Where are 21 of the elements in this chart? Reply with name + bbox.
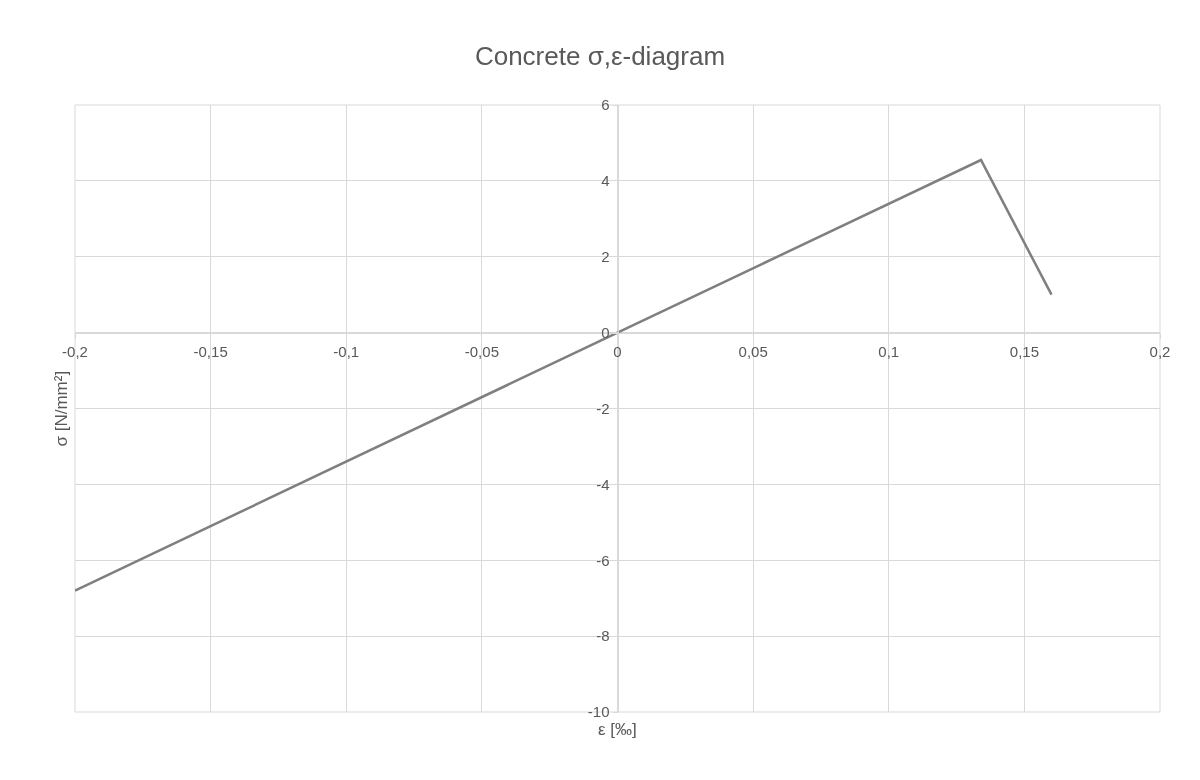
x-tick-label: -0,1 xyxy=(333,342,360,360)
x-axis-title: ε [‰] xyxy=(598,720,637,739)
x-tick-label: 0,1 xyxy=(878,342,900,360)
x-tick-label: 0,15 xyxy=(1009,342,1039,360)
y-tick-label: -8 xyxy=(596,627,610,645)
x-tick-label: 0,2 xyxy=(1149,342,1171,360)
x-tick-label: -0,15 xyxy=(193,342,228,360)
chart-title: Concrete σ,ε-diagram xyxy=(474,41,726,71)
y-tick-label: 6 xyxy=(601,96,610,114)
y-tick-label: -10 xyxy=(587,703,610,721)
y-tick-label: -6 xyxy=(596,551,610,569)
x-tick-label: 0,05 xyxy=(738,342,768,360)
x-tick-label: 0 xyxy=(613,342,622,360)
y-tick-label: 4 xyxy=(601,172,610,190)
y-tick-label: -4 xyxy=(596,475,610,493)
y-axis-title: σ [N/mm²] xyxy=(52,370,72,447)
y-tick-label: 0 xyxy=(601,323,610,341)
x-tick-label: -0,05 xyxy=(464,342,499,360)
x-tick-label: -0,2 xyxy=(62,342,88,360)
y-tick-label: -2 xyxy=(596,399,610,417)
y-tick-label: 2 xyxy=(601,248,610,265)
